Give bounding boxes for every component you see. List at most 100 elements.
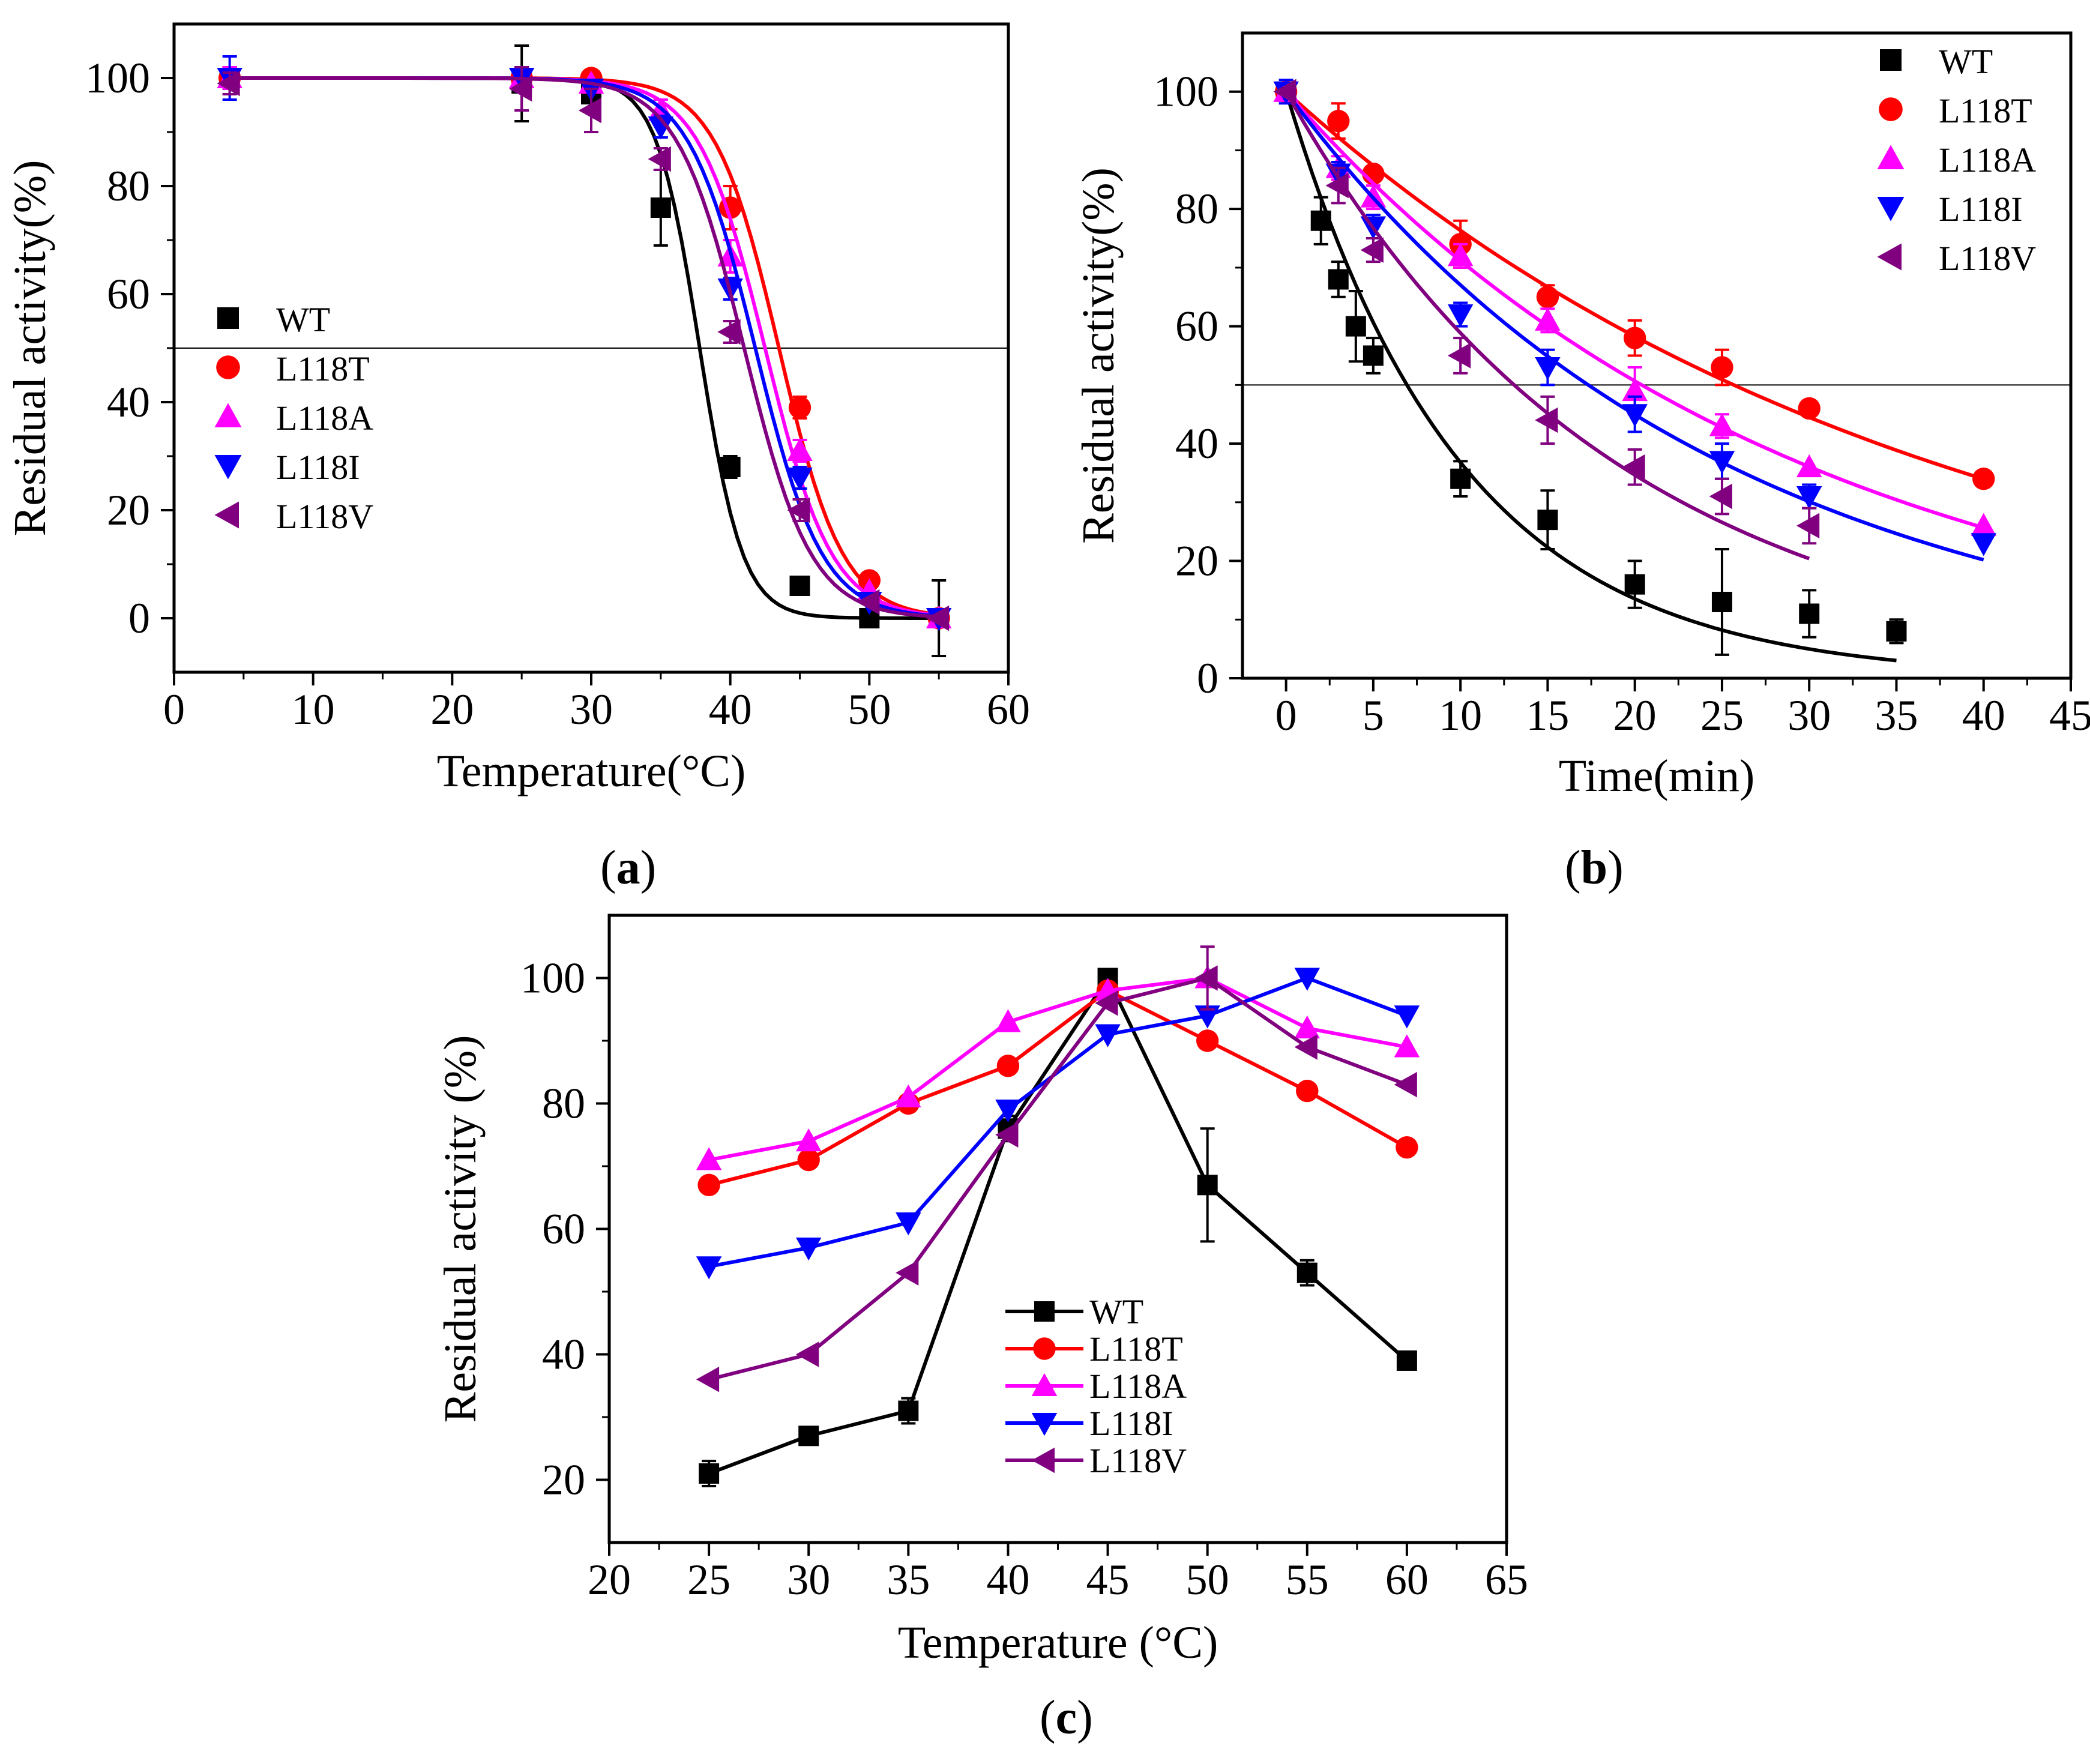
data-point-L118T [1711,356,1733,379]
series-L118V [1273,79,1820,561]
y-tick-label: 20 [107,486,150,534]
legend-marker-L118A [214,403,242,427]
data-point-WT [1328,269,1349,290]
data-point-WT [699,1463,720,1484]
data-point-L118V [896,1260,919,1286]
legend-label-WT: WT [1939,42,1993,81]
data-point-L118I [1447,304,1474,328]
panel-label-letter: a [616,841,640,894]
legend-label-L118A: L118A [1939,140,2036,179]
plot-frame [1241,31,2073,680]
data-point-WT [720,457,741,477]
data-point-L118T [1196,1029,1219,1052]
data-point-L118V [1273,79,1296,104]
x-tick-label: 20 [430,685,474,733]
legend-label-L118V: L118V [1089,1441,1187,1480]
data-point-L118I [696,1256,722,1280]
legend-marker-L118A [1031,1373,1058,1396]
x-tick-label: 45 [1086,1556,1130,1604]
x-tick-label: 10 [292,685,335,733]
data-point-WT [1537,510,1558,531]
data-point-L118V [787,497,810,523]
legend-label-L118V: L118V [1939,239,2036,278]
y-tick-label: 80 [542,1080,585,1128]
panel-label-letter: c [1056,1691,1077,1744]
data-point-L118I [995,1099,1021,1123]
x-tick-label: 5 [1363,691,1384,739]
panel-label-letter: b [1581,841,1608,894]
x-tick-label: 30 [1787,691,1831,739]
legend-marker-L118I [1031,1413,1058,1436]
data-point-L118V [696,1367,720,1392]
legend-marker-L118V [214,501,239,529]
data-point-L118T [1536,286,1559,309]
series-L118V [217,66,950,631]
x-tick-label: 30 [570,685,613,733]
x-tick-label: 55 [1286,1556,1329,1604]
legend-label-WT: WT [276,300,330,339]
legend-marker-L118V [1031,1447,1055,1474]
series-line-L118I [708,976,1408,1269]
y-tick-label: 100 [1154,68,1218,116]
data-point-WT [1296,1262,1318,1283]
legend-marker-L118V [1877,243,1902,271]
data-point-L118A [1394,1034,1420,1058]
data-point-L118V [1294,1034,1318,1060]
data-point-L118V [1394,1071,1417,1098]
data-point-L118T [1296,1079,1319,1103]
data-point-L118V [717,319,741,345]
data-point-L118V [1535,407,1558,433]
data-point-L118A [1622,378,1648,402]
legend-marker-L118I [214,455,242,480]
legend-label-L118V: L118V [276,497,373,536]
chart-panel-a: 0 10 20 30 40 50 60 0 20 40 60 80 100 Temperature(°C)… [5,22,1030,894]
legend-label-L118I: L118I [276,448,360,487]
series-L118I [696,968,1420,1280]
legend: WT L118T L118A L118I L118V [214,300,373,536]
y-tick-label: 0 [128,594,150,642]
x-tick-label: 15 [1526,691,1569,739]
x-tick-label: 30 [787,1556,830,1604]
legend-label-L118A: L118A [1089,1367,1187,1406]
data-point-L118T [797,1148,820,1172]
data-point-L118I [1535,357,1561,381]
data-point-L118V [1325,172,1349,199]
data-point-L118T [996,1055,1020,1077]
data-point-L118I [1095,1024,1121,1047]
y-tick-label: 40 [1175,420,1218,468]
data-point-L118A [1447,243,1474,266]
data-point-L118V [926,605,950,631]
x-tick-label: 45 [2049,691,2090,739]
x-tick-label: 35 [1875,691,1918,739]
data-point-L118I [1971,533,1996,556]
legend-marker-WT [217,307,239,329]
panel-label-open: ( [1040,1691,1056,1744]
data-point-WT [789,576,810,596]
panel-label-close: ) [640,841,657,894]
data-point-L118T [1327,109,1350,133]
y-tick-label: 20 [1175,537,1218,585]
panel-label: (a) [600,841,656,894]
data-point-WT [1363,345,1384,366]
data-point-L118A [1796,454,1822,478]
series-L118A [217,65,952,628]
legend-marker-WT [1880,49,1902,71]
legend-label-L118T: L118T [276,349,370,388]
data-point-L118A [696,1147,722,1170]
data-point-L118I [795,1237,822,1261]
data-point-WT [1711,591,1732,612]
legend-label-WT: WT [1089,1292,1143,1331]
data-point-L118V [1360,237,1384,263]
data-point-WT [1345,316,1366,337]
x-axis-title: Time(min) [1559,751,1755,801]
x-tick-label: 25 [1700,691,1744,739]
data-point-L118A [995,1009,1021,1032]
x-tick-label: 10 [1439,691,1482,739]
data-point-L118T [1798,397,1820,420]
data-point-WT [898,1400,919,1421]
legend-marker-WT [1034,1301,1055,1322]
legend-label-L118A: L118A [276,399,373,438]
